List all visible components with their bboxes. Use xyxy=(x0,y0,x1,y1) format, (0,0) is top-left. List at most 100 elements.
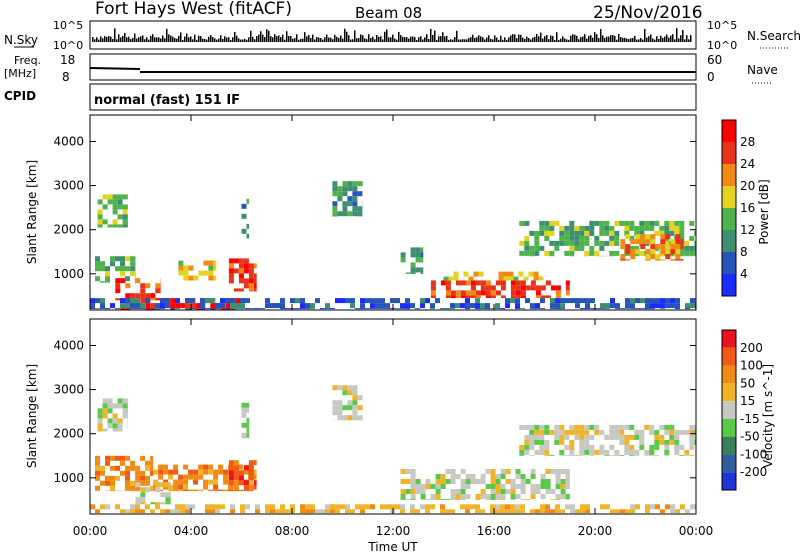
heatmap-cell xyxy=(105,455,110,461)
nsky-bar xyxy=(126,37,128,42)
heatmap-cell xyxy=(97,199,103,205)
heatmap-cell xyxy=(450,479,456,484)
heatmap-cell xyxy=(530,489,536,494)
heatmap-cell xyxy=(183,464,189,470)
heatmap-cell xyxy=(125,283,131,289)
heatmap-cell xyxy=(245,308,250,310)
heatmap-cell xyxy=(579,245,585,251)
heatmap-cell xyxy=(332,186,338,192)
colorbar-tick-label: 4 xyxy=(740,267,748,281)
heatmap-cell xyxy=(270,509,275,514)
heatmap-cell xyxy=(569,220,575,226)
heatmap-cell xyxy=(150,455,154,461)
heatmap-cell xyxy=(425,509,430,514)
heatmap-cell xyxy=(555,308,560,310)
heatmap-cell xyxy=(639,434,645,440)
heatmap-cell xyxy=(545,469,551,474)
nsky-bar xyxy=(218,38,220,42)
nsky-bar xyxy=(268,30,270,42)
heatmap-cell xyxy=(228,268,234,274)
nsky-bar xyxy=(588,35,590,42)
heatmap-cell xyxy=(105,308,110,310)
heatmap-cell xyxy=(584,235,590,241)
heatmap-cell xyxy=(570,504,575,510)
heatmap-cell xyxy=(342,201,348,207)
nsky-bar xyxy=(506,39,508,42)
nsky-bar xyxy=(654,39,656,42)
heatmap-cell xyxy=(360,509,365,514)
heatmap-cell xyxy=(241,228,247,234)
heatmap-cell xyxy=(135,470,141,476)
heatmap-cell xyxy=(173,469,179,475)
heatmap-cell xyxy=(90,504,95,510)
heatmap-cell xyxy=(243,283,249,289)
x-tick-label: 20:00 xyxy=(578,524,613,538)
heatmap-cell xyxy=(564,250,570,256)
colorbar-tick-label: 50 xyxy=(740,376,755,390)
nsky-bar xyxy=(312,34,314,42)
heatmap-cell xyxy=(230,308,235,310)
heatmap-cell xyxy=(347,211,353,217)
nsky-bar xyxy=(466,39,468,42)
heatmap-cell xyxy=(475,308,480,310)
heatmap-cell xyxy=(594,424,600,430)
heatmap-cell xyxy=(490,308,495,310)
heatmap-cell xyxy=(435,489,441,494)
heatmap-cell xyxy=(342,191,348,197)
nsky-bar xyxy=(216,39,218,42)
nsky-bar xyxy=(580,36,582,42)
nsky-bar xyxy=(250,30,252,42)
heatmap-cell xyxy=(115,475,120,481)
heatmap-cell xyxy=(240,509,245,514)
heatmap-cell xyxy=(100,303,105,309)
heatmap-cell xyxy=(190,504,195,510)
heatmap-cell xyxy=(480,479,486,484)
heatmap-cell xyxy=(115,298,121,301)
nsky-bar xyxy=(118,34,120,42)
nsky-bar xyxy=(158,37,160,42)
heatmap-cell xyxy=(675,254,681,260)
heatmap-cell xyxy=(639,250,645,256)
heatmap-cell xyxy=(674,225,680,231)
heatmap-cell xyxy=(352,405,358,411)
heatmap-cell xyxy=(253,288,257,292)
heatmap-cell xyxy=(619,439,625,445)
heatmap-cell xyxy=(550,509,555,514)
heatmap-cell xyxy=(215,509,220,514)
heatmap-cell xyxy=(117,199,123,205)
heatmap-cell xyxy=(300,303,305,309)
heatmap-cell xyxy=(574,230,580,236)
heatmap-cell xyxy=(555,298,560,304)
heatmap-cell xyxy=(565,494,570,499)
heatmap-cell xyxy=(650,308,655,310)
heatmap-cell xyxy=(173,489,179,492)
nsky-bar xyxy=(522,37,524,42)
heatmap-cell xyxy=(350,298,355,304)
heatmap-cell xyxy=(145,487,151,493)
nsky-bar xyxy=(320,38,322,42)
nsky-bar xyxy=(642,39,644,42)
heatmap-cell xyxy=(203,469,209,475)
heatmap-cell xyxy=(150,509,155,514)
heatmap-cell xyxy=(241,203,247,209)
heatmap-cell xyxy=(102,194,108,200)
heatmap-cell xyxy=(160,303,165,309)
heatmap-cell xyxy=(125,298,130,304)
nsky-bar xyxy=(182,39,184,42)
nsky-bar xyxy=(96,37,98,42)
heatmap-cell xyxy=(530,494,536,499)
heatmap-cell xyxy=(420,484,426,489)
heatmap-cell xyxy=(188,265,194,271)
heatmap-cell xyxy=(565,285,570,291)
nsky-bar xyxy=(626,38,628,42)
heatmap-cell xyxy=(684,449,690,455)
heatmap-cell xyxy=(445,290,451,296)
nsky-bar xyxy=(412,36,414,42)
nsky-bar xyxy=(264,37,266,42)
heatmap-cell xyxy=(675,244,681,250)
heatmap-cell xyxy=(117,428,123,432)
heatmap-cell xyxy=(520,479,526,484)
heatmap-cell xyxy=(310,308,315,310)
heatmap-cell xyxy=(569,439,575,445)
